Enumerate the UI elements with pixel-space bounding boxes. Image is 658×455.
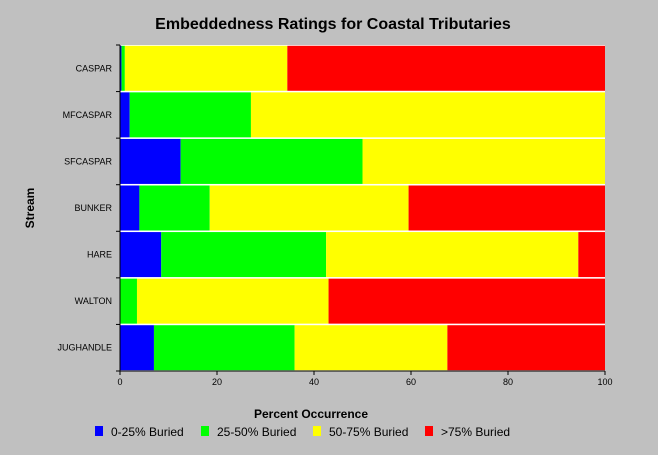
bar-sfcaspar-50-75-buried [362,138,605,184]
legend-swatch-gt75-buried [425,426,433,436]
legend-label-gt75-buried: >75% Buried [441,425,510,439]
bars-group [120,45,605,371]
x-tick-label: 60 [406,377,416,387]
legend-label-0-25-buried: 0-25% Buried [111,425,184,439]
bar-caspar-gt75-buried [287,45,605,91]
bar-hare-50-75-buried [326,232,579,278]
chart-title: Embeddedness Ratings for Coastal Tributa… [155,16,511,33]
category-label: MFCASPAR [63,110,113,120]
bar-caspar-25-50-buried [121,45,125,91]
bar-jughandle-25-50-buried [153,325,295,371]
bar-bunker-50-75-buried [209,185,409,231]
y-axis-title: Stream [23,188,37,229]
bar-bunker-gt75-buried [408,185,605,231]
bar-walton-25-50-buried [120,278,137,324]
bar-mfcaspar-50-75-buried [250,92,605,138]
x-tick-label: 40 [309,377,319,387]
bar-caspar-50-75-buried [124,45,288,91]
x-axis-title: Percent Occurrence [254,407,368,421]
category-label: WALTON [75,296,112,306]
bar-sfcaspar-0-25-buried [120,138,181,184]
legend-label-25-50-buried: 25-50% Buried [217,425,296,439]
category-label: HARE [87,250,112,260]
bar-mfcaspar-0-25-buried [120,92,130,138]
bar-hare-0-25-buried [120,232,162,278]
bar-bunker-25-50-buried [139,185,210,231]
legend-swatch-25-50-buried [201,426,209,436]
bar-hare-25-50-buried [161,232,327,278]
legend-label-50-75-buried: 50-75% Buried [329,425,408,439]
bar-mfcaspar-25-50-buried [129,92,251,138]
bar-jughandle-0-25-buried [120,325,154,371]
category-label: SFCASPAR [64,156,112,166]
x-tick-label: 80 [503,377,513,387]
category-labels: CASPAR MFCASPAR SFCASPAR BUNKER HARE WALTON JU… [57,44,120,372]
x-ticks: 0 20 40 60 80 100 [117,371,613,387]
bar-sfcaspar-25-50-buried [180,138,363,184]
bar-walton-50-75-buried [136,278,329,324]
legend: 0-25% Buried 25-50% Buried 50-75% Buried >7… [95,425,510,439]
bar-hare-gt75-buried [578,232,605,278]
legend-swatch-0-25-buried [95,426,103,436]
x-tick-label: 0 [117,377,122,387]
bar-bunker-0-25-buried [120,185,140,231]
bar-jughandle-gt75-buried [447,325,605,371]
x-tick-label: 20 [212,377,222,387]
category-label: CASPAR [76,63,113,73]
legend-swatch-50-75-buried [313,426,321,436]
x-tick-label: 100 [597,377,612,387]
category-label: BUNKER [74,203,112,213]
bar-caspar-0-25-buried [120,45,122,91]
bar-walton-gt75-buried [328,278,605,324]
category-label: JUGHANDLE [57,343,112,353]
bar-jughandle-50-75-buried [294,325,448,371]
